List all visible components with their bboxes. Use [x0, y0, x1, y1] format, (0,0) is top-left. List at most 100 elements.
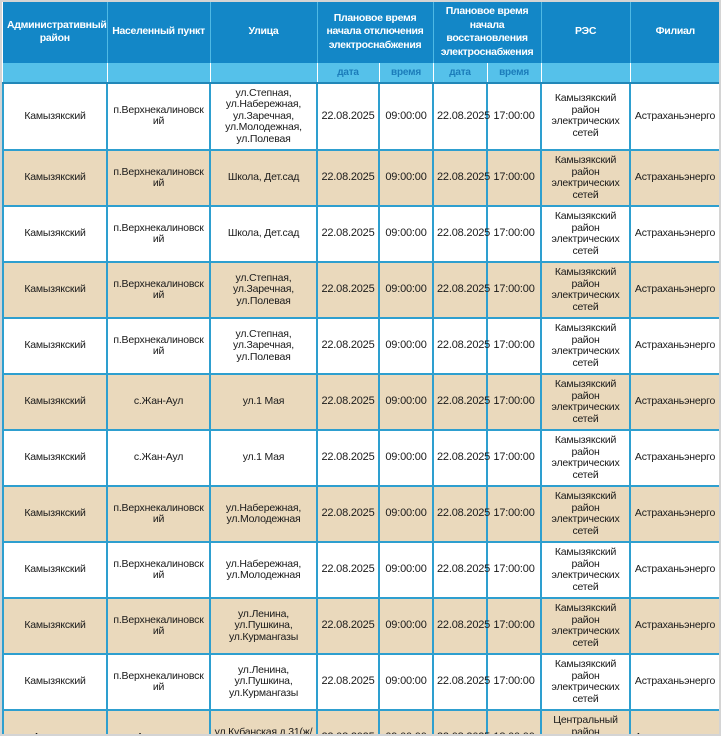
- cell-street: ул.1 Мая: [209, 429, 318, 488]
- cell-restore-time: 17:00:00: [486, 653, 543, 712]
- subheader-spacer-res: [540, 62, 631, 84]
- cell-district: Камызякский: [2, 261, 108, 320]
- table-row: Камызякский с.Жан-Аул ул.1 Мая 22.08.202…: [2, 429, 719, 488]
- cell-settlement: п.Верхнекалиновский: [106, 149, 211, 208]
- cell-outage-date: 22.08.2025: [316, 317, 380, 376]
- cell-district: Камызякский: [2, 429, 108, 488]
- table-row: г.Астрахань г.Астрахань ул.Кубанская д.3…: [2, 709, 719, 734]
- cell-branch: Астраханьэнерго: [629, 149, 719, 208]
- cell-settlement: г.Астрахань: [106, 709, 211, 734]
- cell-branch: Астраханьэнерго: [629, 317, 719, 376]
- cell-res: Камызякский район электрических сетей: [540, 373, 632, 432]
- cell-res: Камызякский район электрических сетей: [540, 149, 632, 208]
- cell-outage-date: 22.08.2025: [316, 597, 380, 656]
- cell-street: ул.Набережная, ул.Молодежная: [209, 541, 318, 600]
- cell-street: ул.Степная, ул.Набережная, ул.Заречная, …: [209, 81, 318, 152]
- cell-restore-time: 17:00:00: [486, 317, 543, 376]
- cell-restore-time: 17:00:00: [486, 261, 543, 320]
- cell-restore-time: 17:00:00: [486, 485, 543, 544]
- subheader-spacer-street: [209, 62, 317, 84]
- cell-settlement: п.Верхнекалиновский: [106, 81, 211, 152]
- table-row: Камызякский с.Жан-Аул ул.1 Мая 22.08.202…: [2, 373, 719, 432]
- cell-branch: Астраханьэнерго: [629, 485, 719, 544]
- cell-settlement: п.Верхнекалиновский: [106, 485, 211, 544]
- cell-restore-time: 17:00:00: [486, 597, 543, 656]
- cell-restore-date: 22.08.2025: [432, 485, 490, 544]
- table-row: Камызякский п.Верхнекалиновский ул.Ленин…: [2, 597, 719, 656]
- cell-outage-date: 22.08.2025: [316, 541, 380, 600]
- cell-outage-date: 22.08.2025: [316, 261, 380, 320]
- cell-district: Камызякский: [2, 373, 108, 432]
- cell-outage-date: 22.08.2025: [316, 653, 380, 712]
- table-row: Камызякский п.Верхнекалиновский Школа, Д…: [2, 205, 719, 264]
- cell-res: Камызякский район электрических сетей: [540, 261, 632, 320]
- cell-settlement: п.Верхнекалиновский: [106, 205, 211, 264]
- cell-res: Камызякский район электрических сетей: [540, 597, 632, 656]
- cell-outage-time: 09:00:00: [377, 597, 435, 656]
- cell-district: Камызякский: [2, 317, 108, 376]
- cell-restore-date: 22.08.2025: [432, 709, 490, 734]
- cell-district: Камызякский: [2, 81, 108, 152]
- subheader-spacer-district: [3, 62, 107, 84]
- cell-outage-time: 09:00:00: [377, 373, 435, 432]
- cell-res: Камызякский район электрических сетей: [540, 429, 632, 488]
- cell-res: Камызякский район электрических сетей: [540, 653, 632, 712]
- cell-district: Камызякский: [2, 485, 108, 544]
- subheader-on-date-label: дата: [432, 62, 488, 84]
- subheader-spacer-branch: [629, 62, 719, 84]
- cell-district: Камызякский: [2, 653, 108, 712]
- cell-street: ул.Ленина, ул.Пушкина, ул.Курмангазы: [209, 653, 318, 712]
- cell-outage-time: 09:00:00: [377, 653, 435, 712]
- cell-res: Центральный район электрических сетей: [540, 709, 632, 734]
- cell-outage-date: 22.08.2025: [316, 81, 380, 152]
- header-row-main: Административный район Населенный пункт …: [3, 2, 719, 63]
- cell-branch: Астраханьэнерго: [629, 429, 719, 488]
- header-col-res: РЭС: [540, 2, 631, 63]
- cell-outage-time: 09:00:00: [377, 205, 435, 264]
- cell-res: Камызякский район электрических сетей: [540, 205, 632, 264]
- table-row: Камызякский п.Верхнекалиновский ул.Набер…: [2, 485, 719, 544]
- cell-restore-date: 22.08.2025: [432, 149, 490, 208]
- header-group-outage-start: Плановое время начала отключения электро…: [316, 2, 434, 63]
- subheader-off-time-label: время: [378, 62, 434, 84]
- cell-branch: Астраханьэнерго: [629, 81, 719, 152]
- cell-street: Школа, Дет.сад: [209, 205, 318, 264]
- cell-outage-time: 09:00:00: [377, 261, 435, 320]
- cell-branch: Астраханьэнерго: [629, 261, 719, 320]
- cell-restore-date: 22.08.2025: [432, 261, 490, 320]
- cell-branch: Астраханьэнерго: [629, 653, 719, 712]
- cell-res: Камызякский район электрических сетей: [540, 485, 632, 544]
- cell-restore-date: 22.08.2025: [432, 597, 490, 656]
- cell-restore-time: 17:00:00: [486, 149, 543, 208]
- cell-outage-date: 22.08.2025: [316, 205, 380, 264]
- table-row: Камызякский п.Верхнекалиновский ул.Набер…: [2, 541, 719, 600]
- cell-outage-date: 22.08.2025: [316, 429, 380, 488]
- cell-settlement: п.Верхнекалиновский: [106, 541, 211, 600]
- cell-street: ул.Степная, ул.Заречная, ул.Полевая: [209, 261, 318, 320]
- header-col-street: Улица: [209, 2, 317, 63]
- cell-outage-time: 09:00:00: [377, 485, 435, 544]
- cell-district: Камызякский: [2, 541, 108, 600]
- cell-restore-date: 22.08.2025: [432, 653, 490, 712]
- cell-outage-time: 09:00:00: [377, 317, 435, 376]
- cell-restore-time: 17:00:00: [486, 205, 543, 264]
- cell-outage-date: 22.08.2025: [316, 485, 380, 544]
- cell-restore-date: 22.08.2025: [432, 541, 490, 600]
- cell-street: ул.1 Мая: [209, 373, 318, 432]
- header-group-restore-start: Плановое время начала восстановления эле…: [432, 2, 542, 63]
- cell-outage-time: 09:00:00: [377, 709, 435, 734]
- table-header: Административный район Населенный пункт …: [3, 2, 719, 84]
- header-col-district: Административный район: [3, 2, 107, 63]
- cell-res: Камызякский район электрических сетей: [540, 541, 632, 600]
- cell-settlement: с.Жан-Аул: [106, 373, 211, 432]
- cell-restore-time: 17:00:00: [486, 541, 543, 600]
- cell-restore-date: 22.08.2025: [432, 429, 490, 488]
- cell-settlement: п.Верхнекалиновский: [106, 597, 211, 656]
- cell-district: Камызякский: [2, 597, 108, 656]
- cell-district: Камызякский: [2, 205, 108, 264]
- cell-settlement: с.Жан-Аул: [106, 429, 211, 488]
- cell-branch: Астраханьэнерго: [629, 205, 719, 264]
- cell-outage-time: 09:00:00: [377, 541, 435, 600]
